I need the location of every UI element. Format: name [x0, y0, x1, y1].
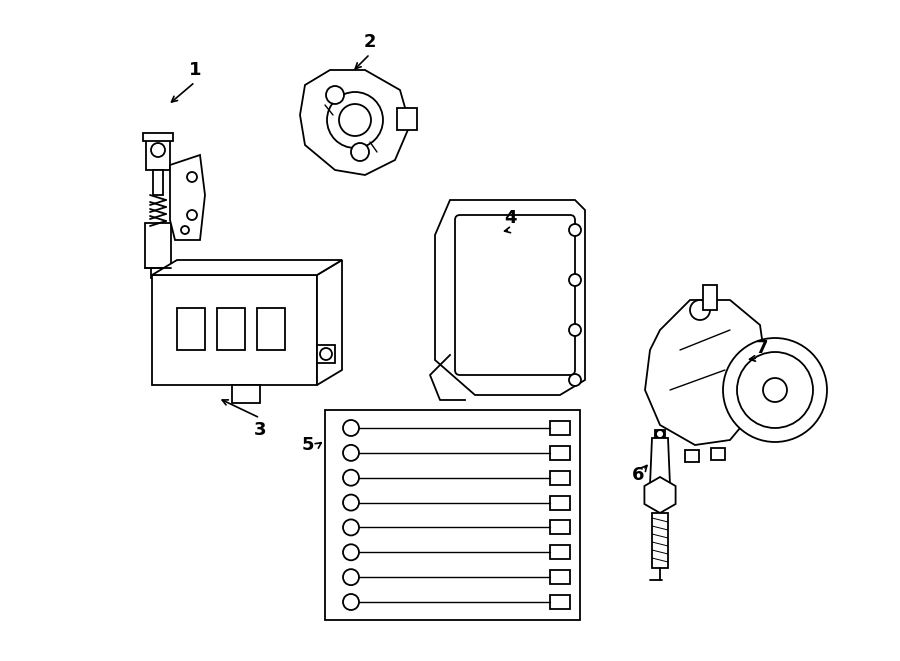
Polygon shape [435, 200, 585, 395]
Polygon shape [152, 260, 342, 275]
Polygon shape [645, 300, 765, 445]
Circle shape [569, 324, 581, 336]
Polygon shape [644, 477, 676, 513]
Circle shape [320, 348, 332, 360]
Circle shape [656, 430, 664, 438]
Circle shape [569, 224, 581, 236]
Circle shape [327, 92, 383, 148]
Circle shape [343, 594, 359, 610]
Bar [652, 513, 668, 568]
Circle shape [343, 445, 359, 461]
Circle shape [151, 143, 165, 157]
Text: 3: 3 [254, 421, 266, 439]
Bar [152, 275, 317, 385]
Bar [550, 595, 570, 609]
Circle shape [343, 494, 359, 510]
Text: 6: 6 [632, 466, 644, 484]
Circle shape [569, 374, 581, 386]
Circle shape [343, 520, 359, 535]
Polygon shape [300, 70, 410, 175]
Text: 7: 7 [756, 339, 769, 357]
Circle shape [351, 143, 369, 161]
Bar [146, 135, 170, 170]
Bar [550, 471, 570, 485]
Circle shape [690, 300, 710, 320]
Text: 5: 5 [302, 436, 314, 454]
Bar [397, 108, 417, 130]
Bar [685, 450, 699, 462]
Circle shape [339, 104, 371, 136]
Bar [232, 385, 260, 403]
Circle shape [343, 569, 359, 585]
Circle shape [737, 352, 813, 428]
Text: 2: 2 [364, 33, 376, 51]
Circle shape [343, 420, 359, 436]
Polygon shape [170, 155, 205, 240]
Bar [317, 345, 335, 363]
Bar [655, 430, 665, 438]
FancyBboxPatch shape [455, 215, 575, 375]
Bar [325, 410, 580, 620]
Polygon shape [650, 438, 670, 485]
Circle shape [763, 378, 787, 402]
Bar [550, 545, 570, 559]
Bar [550, 520, 570, 535]
Bar [711, 448, 725, 460]
Bar [151, 268, 165, 278]
Bar [550, 570, 570, 584]
Text: 4: 4 [504, 209, 517, 227]
Circle shape [343, 470, 359, 486]
Circle shape [723, 338, 827, 442]
Polygon shape [317, 260, 342, 385]
Bar [145, 223, 171, 268]
Bar [257, 308, 285, 350]
Bar [143, 133, 173, 141]
Circle shape [326, 86, 344, 104]
Circle shape [187, 172, 197, 182]
Bar [153, 170, 163, 195]
Bar [550, 496, 570, 510]
Circle shape [343, 544, 359, 561]
Bar [703, 285, 717, 310]
Text: 1: 1 [189, 61, 202, 79]
Circle shape [181, 226, 189, 234]
Circle shape [569, 274, 581, 286]
Bar [177, 308, 205, 350]
Bar [550, 446, 570, 460]
Bar [550, 421, 570, 435]
Bar [217, 308, 245, 350]
Circle shape [187, 210, 197, 220]
